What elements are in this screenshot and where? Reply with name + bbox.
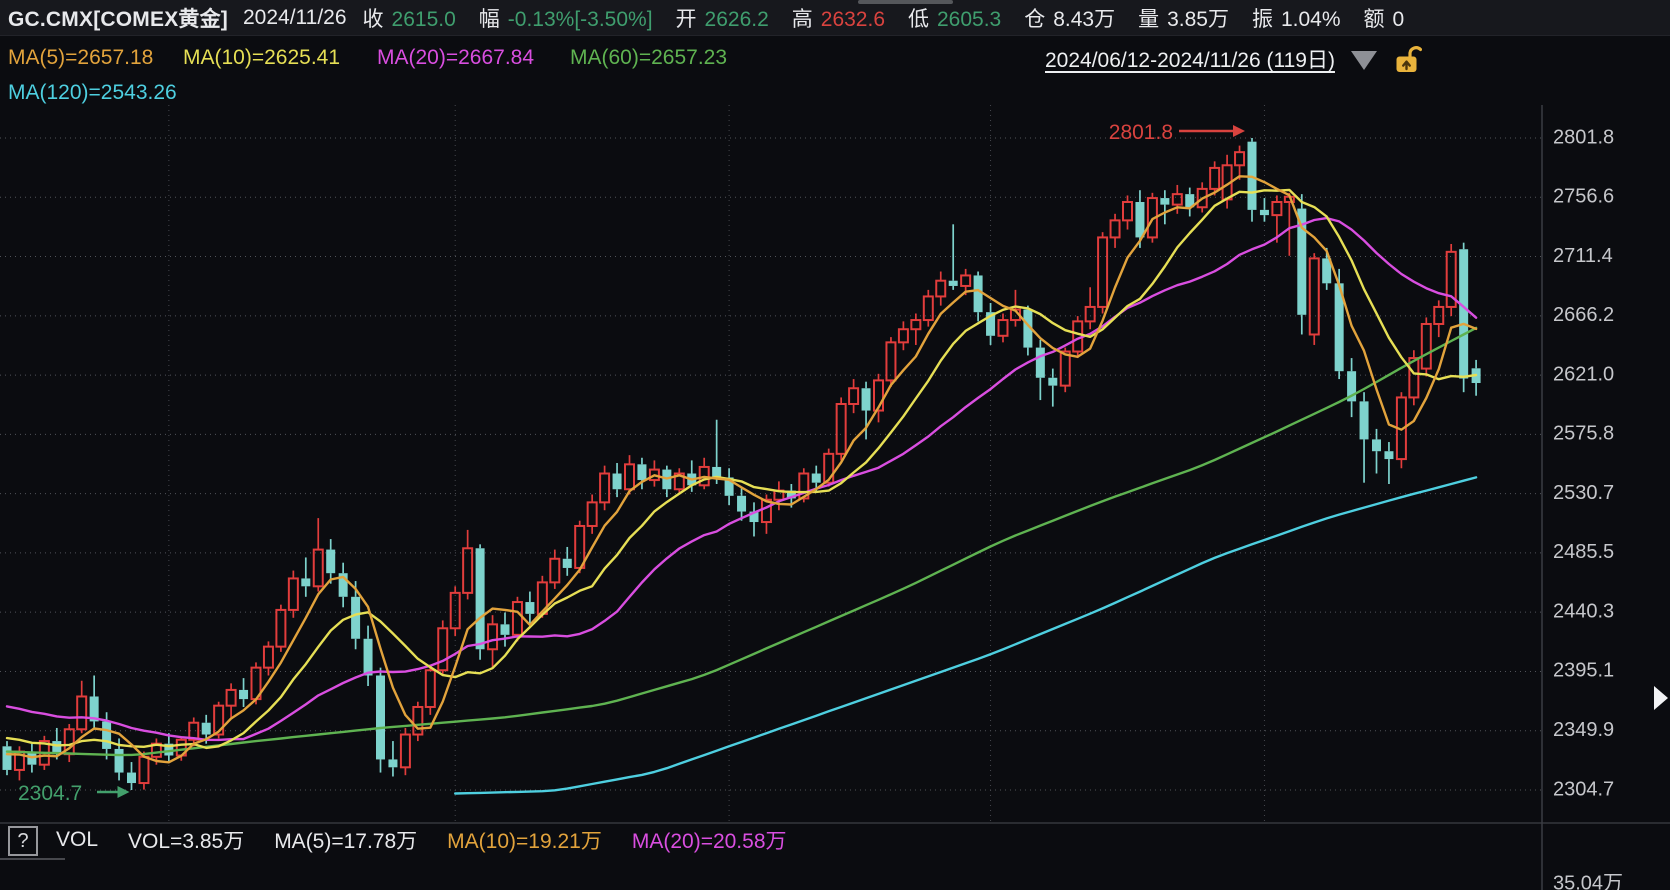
quote-field-value: 2605.3: [937, 7, 1002, 31]
quote-field-label: 振: [1251, 7, 1273, 31]
quote-field: 幅 -0.13%[-3.50%]: [479, 3, 653, 33]
svg-text:2530.7: 2530.7: [1553, 482, 1614, 504]
quote-field: 低 2605.3: [908, 3, 1001, 33]
quote-field-value: 0: [1392, 7, 1405, 31]
ma-legend-item: MA(20)=2667.84: [377, 46, 535, 69]
quote-field: 收 2615.0: [363, 3, 456, 33]
volume-stat: MA(20)=20.58万: [631, 830, 787, 853]
svg-text:2485.5: 2485.5: [1553, 541, 1614, 563]
svg-text:2756.6: 2756.6: [1553, 186, 1614, 208]
quote-field-label: 收: [362, 7, 384, 31]
quote-field-value: 8.43万: [1053, 7, 1116, 31]
quote-date: 2024/11/26: [243, 5, 347, 29]
volume-stats: VOL=3.85万 MA(5)=17.78万 MA(10)=19.21万 MA(20)…: [98, 825, 786, 855]
chevron-down-icon[interactable]: [1350, 51, 1377, 70]
quote-field: 开 2626.2: [676, 3, 769, 33]
expand-panel-arrow[interactable]: [1654, 686, 1668, 710]
quote-field-label: 低: [908, 7, 929, 31]
symbol-title: GC.CMX[COMEX黄金]: [8, 7, 228, 31]
unlock-icon[interactable]: [1395, 44, 1422, 75]
quote-field: 高 2632.6: [792, 3, 885, 33]
quote-field-value: 1.04%: [1280, 7, 1341, 31]
svg-text:2621.0: 2621.0: [1553, 363, 1614, 385]
svg-text:2801.8: 2801.8: [1553, 126, 1614, 148]
ma-legend-item: MA(60)=2657.23: [570, 46, 728, 69]
volume-stat: MA(10)=19.21万: [447, 830, 602, 853]
svg-text:2304.7: 2304.7: [1553, 778, 1614, 800]
quote-field-label: 幅: [478, 7, 500, 31]
quote-field: 仓 8.43万: [1024, 3, 1115, 33]
quote-field: 振 1.04%: [1252, 3, 1341, 33]
volume-pane-title[interactable]: VOL: [56, 828, 99, 851]
ma-legend-item: MA(120)=2543.26: [8, 81, 177, 104]
quote-fields: 收 2615.0 幅 -0.13%[-3.50%] 开 2626.2 高 2632.6 低 260…: [363, 3, 1428, 33]
quote-field: 量 3.85万: [1138, 3, 1229, 33]
volume-stat: VOL=3.85万: [128, 830, 245, 853]
svg-text:2304.7: 2304.7: [18, 782, 82, 805]
svg-text:2711.4: 2711.4: [1553, 245, 1613, 267]
quote-field-label: 开: [675, 7, 697, 31]
svg-text:2349.9: 2349.9: [1553, 719, 1614, 741]
svg-text:2575.8: 2575.8: [1553, 423, 1614, 445]
candlestick-chart[interactable]: 2801.8 2756.6 2711.4 2666.2 2621.0 2575.8 2530…: [0, 105, 1670, 890]
quote-field-label: 高: [791, 7, 813, 31]
quote-field-label: 量: [1138, 7, 1160, 31]
quote-field-value: 2632.6: [820, 7, 885, 31]
svg-text:2801.8: 2801.8: [1109, 121, 1173, 144]
help-icon[interactable]: ?: [8, 826, 38, 856]
quote-header: GC.CMX[COMEX黄金] 2024/11/26 收 2615.0 幅 -0.13…: [0, 0, 1670, 36]
quote-field-value: 2615.0: [391, 7, 456, 31]
volume-tab-underline: [0, 858, 65, 860]
quote-field-value: 3.85万: [1167, 7, 1229, 31]
quote-field-label: 额: [1363, 7, 1385, 31]
svg-text:2395.1: 2395.1: [1553, 660, 1614, 682]
quote-field-value: 2626.2: [704, 7, 769, 31]
volume-stat: MA(5)=17.78万: [274, 830, 418, 853]
svg-text:2666.2: 2666.2: [1553, 304, 1614, 326]
ma-legend-item: MA(5)=2657.18: [8, 46, 154, 69]
quote-field-label: 仓: [1024, 7, 1046, 31]
svg-text:35.04万: 35.04万: [1553, 872, 1623, 890]
date-range-cluster: 2024/06/12-2024/11/26 (119日): [1045, 45, 1422, 73]
volume-legend: ? VOL VOL=3.85万 MA(5)=17.78万 MA(10)=19.21万…: [0, 822, 1540, 858]
date-range-selector[interactable]: 2024/06/12-2024/11/26 (119日): [1045, 49, 1335, 72]
quote-field-value: -0.13%[-3.50%]: [507, 7, 653, 31]
svg-text:2440.3: 2440.3: [1553, 600, 1614, 622]
top-scrollbar-thumb[interactable]: [858, 0, 953, 4]
ma-legend-item: MA(10)=2625.41: [183, 46, 341, 69]
